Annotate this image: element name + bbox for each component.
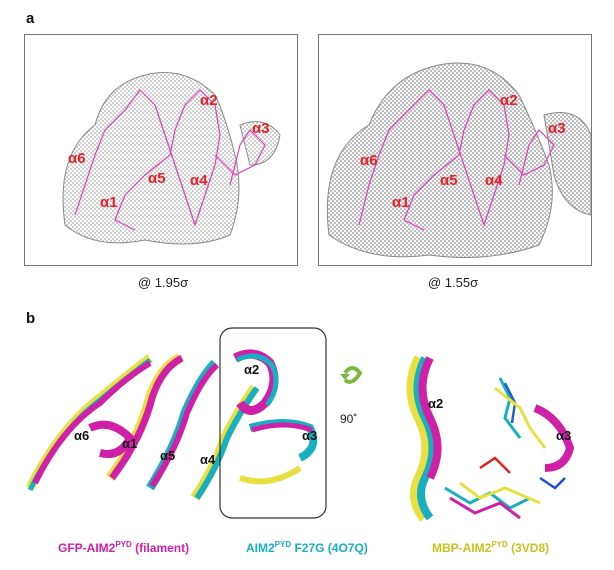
structure-label-a6: α6 [74, 428, 90, 443]
left-sigma-label: @ 1.95σ [138, 275, 189, 290]
right-helix-label-a4: α4 [485, 172, 503, 189]
left-helix-label-a1: α1 [100, 194, 118, 211]
right-map-graphic [326, 62, 591, 258]
left-helix-label-a4: α4 [190, 172, 208, 189]
right-helix-label-a3: α3 [548, 120, 566, 137]
legend-f27g-name: AIM2 [246, 541, 275, 555]
right-sigma-label: @ 1.55σ [428, 275, 479, 290]
density-mesh-side [543, 112, 591, 216]
panel-a-letter: a [26, 10, 35, 27]
legend-mbp-sup: PYD [491, 540, 508, 549]
structure-graphic [25, 327, 575, 522]
ca-trace-2 [503, 129, 555, 186]
legend-gfp-aim2: GFP-AIM2PYD (filament) [58, 540, 189, 555]
structure-label-a4: α4 [200, 452, 216, 467]
side-view-label-a3: α3 [556, 428, 572, 443]
right-helix-label-a1: α1 [392, 194, 410, 211]
legend-gfp-name: GFP-AIM2 [58, 541, 116, 555]
panel-b-letter: b [26, 310, 36, 327]
legend-aim2-f27g: AIM2PYD F27G (4O7Q) [246, 540, 368, 555]
ca-trace-2 [214, 129, 266, 186]
legend-mbp-rest: (3VD8) [507, 541, 550, 555]
legend-f27g-sup: PYD [274, 540, 292, 549]
left-structure-ribbons [25, 349, 318, 501]
zoom-box [219, 327, 327, 519]
density-mesh [326, 62, 553, 258]
right-structure-ribbons [406, 355, 575, 522]
right-helix-label-a6: α6 [360, 152, 378, 169]
left-map-graphic [62, 72, 281, 245]
rotation-label: 90˚ [340, 412, 358, 426]
left-helix-label-a3: α3 [252, 120, 270, 137]
ca-trace [358, 89, 510, 231]
density-mesh-small [239, 121, 281, 166]
structure-label-a5: α5 [160, 448, 176, 463]
right-helix-label-a5: α5 [440, 172, 458, 189]
legend-gfp-sup: PYD [115, 540, 132, 549]
structure-label-a3: α3 [302, 428, 318, 443]
structure-label-a2: α2 [244, 362, 260, 377]
legend-f27g-rest: F27G (4O7Q) [291, 541, 368, 555]
left-density-map [24, 34, 298, 266]
legend-mbp-name: MBP-AIM2 [432, 541, 492, 555]
right-helix-label-a2: α2 [500, 92, 518, 109]
legend-mbp-aim2: MBP-AIM2PYD (3VD8) [432, 540, 549, 555]
ca-trace [74, 89, 221, 231]
left-helix-label-a6: α6 [68, 150, 86, 167]
legend-gfp-rest: (filament) [131, 541, 190, 555]
right-density-map [318, 34, 592, 266]
density-mesh [62, 72, 240, 245]
left-helix-label-a5: α5 [148, 170, 166, 187]
structure-label-a1: α1 [122, 436, 138, 451]
left-helix-label-a2: α2 [200, 92, 218, 109]
side-view-label-a2: α2 [428, 396, 444, 411]
rotation-arrow-icon [340, 366, 363, 384]
